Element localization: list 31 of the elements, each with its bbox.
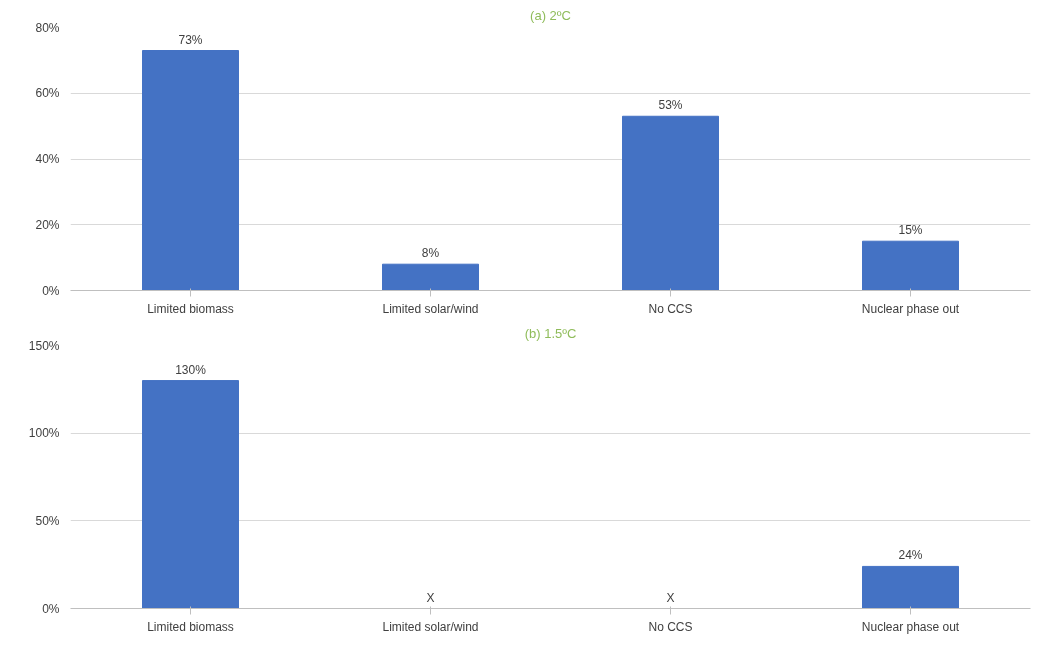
text: X [426, 590, 435, 605]
y-tick-label: 50% [35, 513, 60, 528]
text: X [666, 590, 675, 605]
bar [142, 50, 239, 291]
y-tick-label: 0% [42, 283, 60, 298]
data-label: 53% [658, 98, 683, 113]
x-tick-label: Limited solar/wind [382, 301, 479, 316]
y-tick-label: 100% [28, 426, 60, 441]
x-tick-label: Nuclear phase out [861, 619, 960, 634]
chart-title: (b) 1.5ºC [524, 325, 577, 341]
y-tick-label: 150% [28, 338, 60, 353]
data-label: 8% [421, 246, 440, 261]
data-label: 24% [898, 548, 923, 563]
y-tick-label: 80% [35, 20, 60, 35]
y-tick-label: 60% [35, 86, 60, 101]
y-tick-label: 0% [42, 601, 60, 616]
x-tick-label: No CCS [648, 619, 693, 634]
y-tick-label: 40% [35, 152, 60, 166]
data-label: 15% [898, 223, 923, 238]
bar [622, 115, 719, 291]
y-tick-label: 20% [35, 217, 60, 232]
bar [862, 240, 959, 291]
chart-title: (a) 2ºC [530, 7, 571, 23]
bar [382, 263, 479, 291]
x-tick-label: Nuclear phase out [861, 301, 960, 316]
data-label: 73% [178, 32, 203, 47]
x-tick-label: Limited biomass [147, 619, 234, 634]
x-tick-label: Limited solar/wind [382, 619, 479, 634]
x-tick-label: Limited biomass [147, 301, 234, 316]
x-tick-label: No CCS [648, 301, 693, 316]
data-label: 130% [175, 362, 207, 377]
